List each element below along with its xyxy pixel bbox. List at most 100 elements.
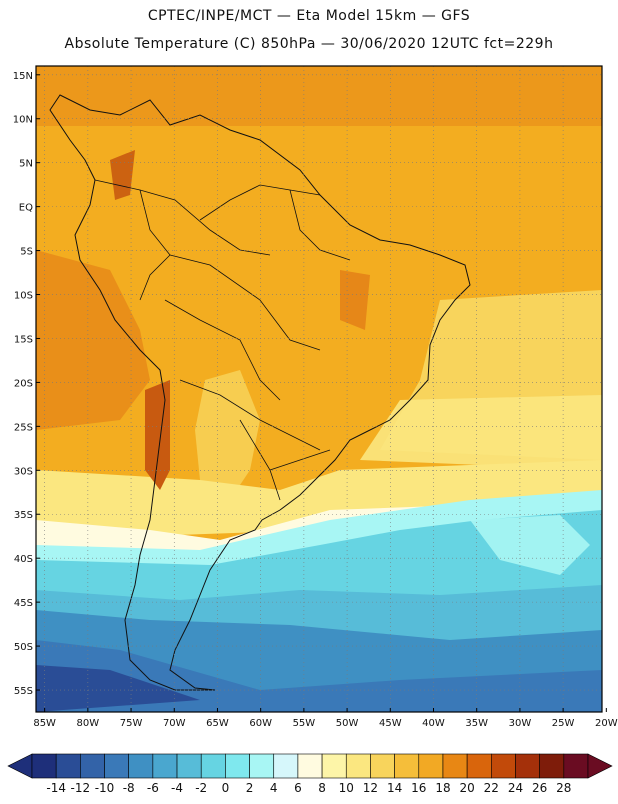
- colorbar-label: 24: [508, 781, 523, 795]
- field-central-mild: [195, 370, 260, 500]
- colorbar-swatch: [55, 753, 81, 779]
- border-line: [179, 379, 321, 451]
- longitude-label: 70W: [163, 718, 186, 729]
- map-title-line-2: Absolute Temperature (C) 850hPa — 30/06/…: [64, 36, 554, 52]
- colorbar-label: -6: [147, 781, 159, 795]
- latitude-label: 20S: [14, 378, 33, 389]
- longitude-labels: 85W 80W 75W 70W 65W 60W 55W 50W 45W 40W 35W 30W 25W 2…: [33, 708, 618, 729]
- border-line: [169, 254, 321, 351]
- colorbar-label: 10: [339, 781, 354, 795]
- colorbar-label: 16: [411, 781, 426, 795]
- colorbar-label: 26: [532, 781, 547, 795]
- colorbar-swatch: [418, 753, 444, 779]
- field-ne-brazil-hot: [340, 270, 370, 330]
- longitude-label: 75W: [120, 718, 143, 729]
- border-line: [164, 299, 281, 401]
- colorbar-label: -2: [195, 781, 207, 795]
- latitude-label: 50S: [14, 642, 33, 653]
- longitude-label: 85W: [33, 718, 56, 729]
- colorbar-label: 4: [270, 781, 278, 795]
- colorbar-labels: -14 -12 -10 -8 -6 -4 -2 0 2 4 6 8 10 12 14 16 18 20 22 24 26…: [46, 781, 571, 795]
- colorbar-label: 28: [556, 781, 571, 795]
- latitude-label: 5S: [20, 247, 33, 258]
- field-north-hot-band: [36, 66, 602, 126]
- latitude-label: 55S: [14, 686, 33, 697]
- colorbar-label: 8: [318, 781, 326, 795]
- colorbar-swatch: [31, 753, 57, 779]
- field-andes-hot: [145, 380, 170, 490]
- colorbar-swatch: [515, 753, 540, 779]
- colorbar-swatch: [273, 753, 299, 779]
- colorbar-swatch: [442, 753, 468, 779]
- latitude-label: 35S: [14, 510, 33, 521]
- longitude-label: 20W: [595, 718, 618, 729]
- colorbar-swatch: [80, 753, 105, 779]
- colorbar-label: 20: [459, 781, 474, 795]
- colorbar-swatch: [104, 753, 129, 779]
- field-cyan-plume: [470, 515, 590, 575]
- country-borders: [94, 179, 351, 501]
- latitude-label: 45S: [14, 598, 33, 609]
- longitude-label: 25W: [552, 718, 575, 729]
- border-line: [269, 449, 331, 471]
- colorbar-label: 0: [222, 781, 230, 795]
- colorbar-swatch: [152, 753, 178, 779]
- colorbar-swatch: [249, 753, 275, 779]
- colorbar-swatch: [128, 753, 154, 779]
- colorbar-label: -12: [71, 781, 91, 795]
- field-navy: [36, 665, 200, 712]
- longitude-label: 45W: [379, 718, 402, 729]
- colorbar-min-arrow: [7, 753, 33, 779]
- longitude-label: 55W: [293, 718, 316, 729]
- colorbar-label: 6: [294, 781, 302, 795]
- colorbar-swatch: [200, 753, 226, 779]
- latitude-label: 30S: [14, 466, 33, 477]
- colorbar-label: -10: [95, 781, 115, 795]
- temperature-field: [36, 66, 602, 712]
- colorbar-label: 22: [484, 781, 499, 795]
- colorbar-swatch: [345, 753, 371, 779]
- latitude-label: EQ: [19, 203, 33, 214]
- latitude-label: 25S: [14, 422, 33, 433]
- longitude-label: 40W: [422, 718, 445, 729]
- colorbar-swatch: [466, 753, 492, 779]
- colorbar-swatch: [225, 753, 250, 779]
- latitude-label: 15N: [13, 71, 33, 82]
- longitude-label: 50W: [336, 718, 359, 729]
- colorbar: [7, 753, 613, 779]
- coastlines: [49, 94, 471, 691]
- field-pacific-hot: [36, 250, 150, 430]
- latitude-labels: 15N 10N 5N EQ 5S 10S 15S 20S 25S 30S 35S 40S 45S 50S 5…: [13, 71, 40, 697]
- longitude-label: 60W: [249, 718, 272, 729]
- colorbar-swatch: [563, 753, 589, 779]
- longitude-label: 35W: [465, 718, 488, 729]
- latitude-label: 5N: [19, 159, 33, 170]
- field-atlantic-pale: [360, 395, 602, 470]
- colorbar-swatch: [394, 753, 420, 779]
- colorbar-label: -8: [123, 781, 135, 795]
- colorbar-swatch: [176, 753, 202, 779]
- colorbar-label: 12: [363, 781, 378, 795]
- longitude-label: 30W: [509, 718, 532, 729]
- colorbar-label: 2: [246, 781, 254, 795]
- latitude-label: 15S: [14, 334, 33, 345]
- colorbar-max-arrow: [587, 753, 613, 779]
- border-line: [289, 189, 351, 261]
- colorbar-label: -4: [171, 781, 183, 795]
- longitude-label: 65W: [206, 718, 229, 729]
- colorbar-swatch: [539, 753, 565, 779]
- colorbar-swatch: [370, 753, 395, 779]
- colorbar-label: -14: [46, 781, 66, 795]
- map-frame: [35, 65, 603, 713]
- colorbar-swatch: [491, 753, 516, 779]
- latitude-label: 10N: [13, 115, 33, 126]
- colorbar-label: 14: [387, 781, 402, 795]
- colorbar-label: 18: [435, 781, 450, 795]
- longitude-label: 80W: [77, 718, 100, 729]
- colorbar-swatch: [297, 753, 323, 779]
- latitude-label: 10S: [14, 291, 33, 302]
- colorbar-swatch: [321, 753, 347, 779]
- south-america-coastline: [49, 94, 471, 691]
- latitude-label: 40S: [14, 554, 33, 565]
